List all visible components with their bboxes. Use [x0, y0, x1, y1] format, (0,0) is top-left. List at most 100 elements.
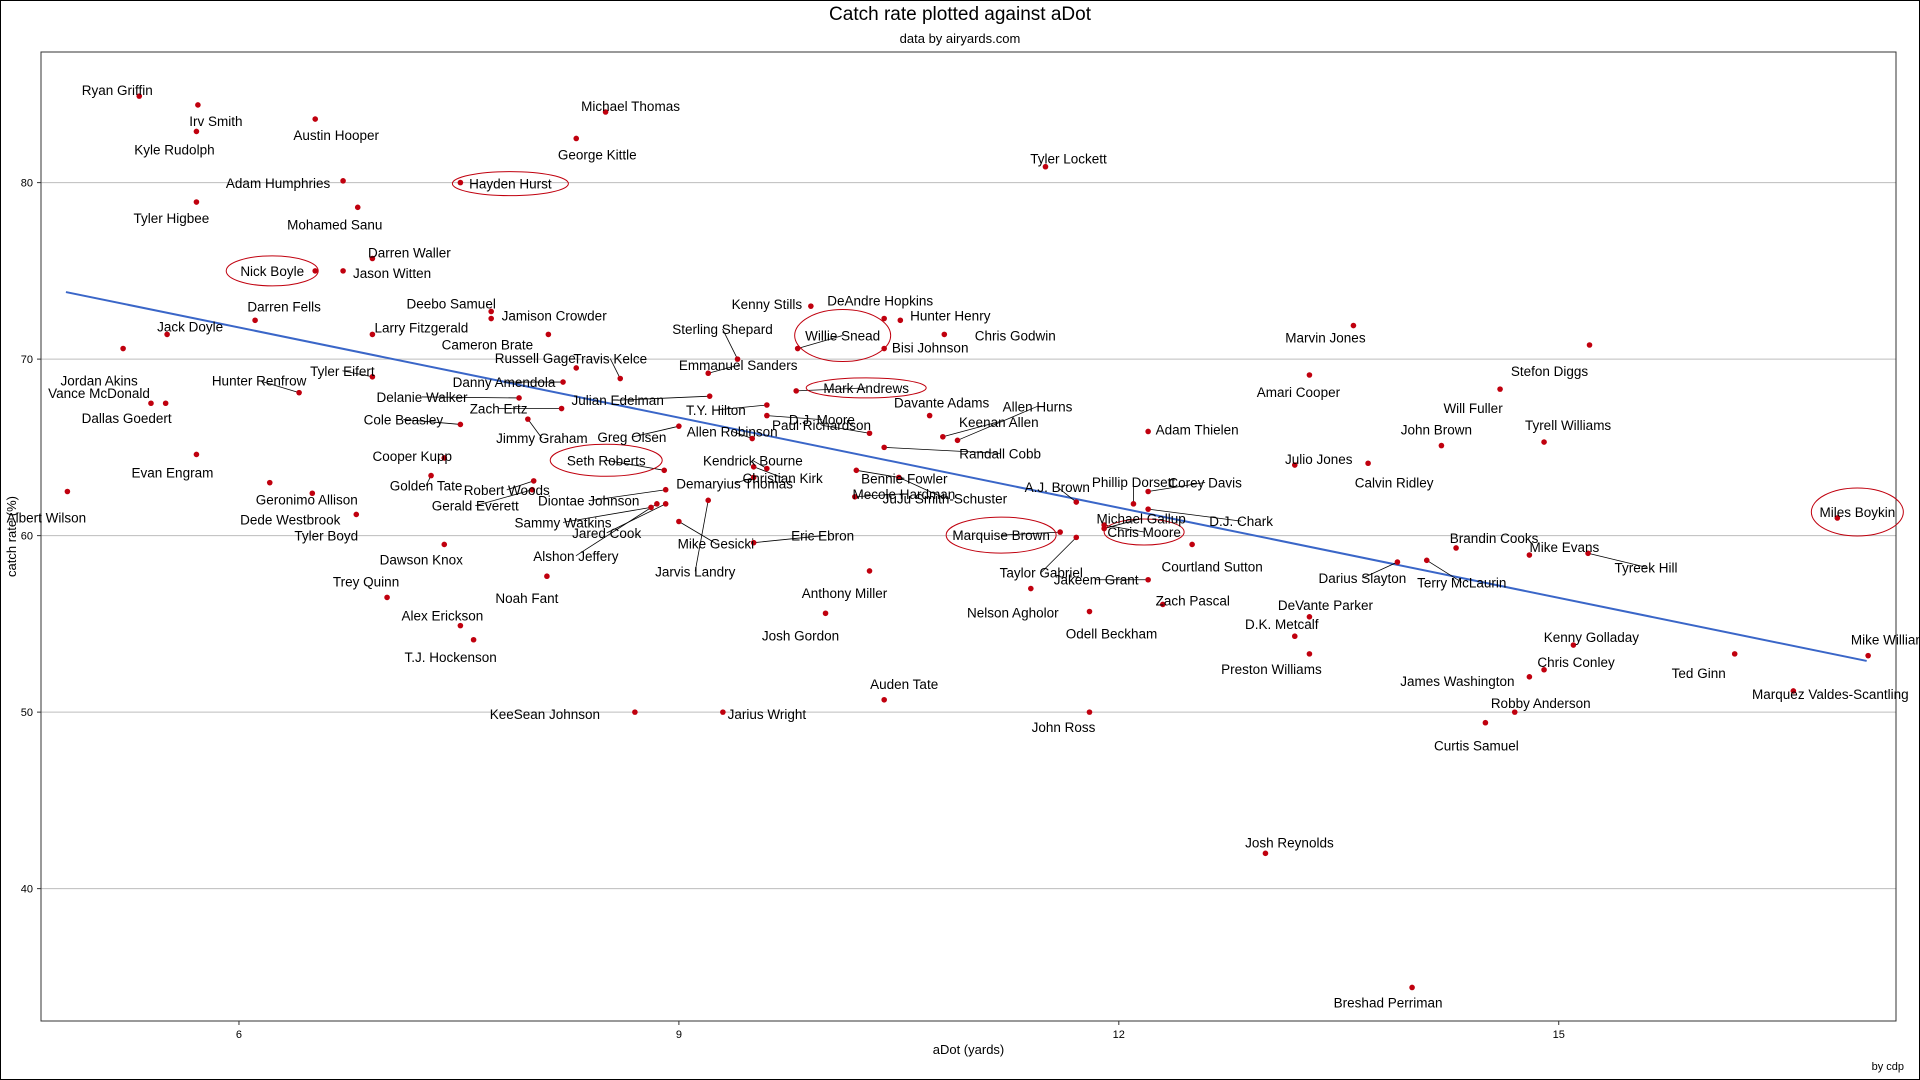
point-will-fuller: [1497, 386, 1503, 392]
label-trey-quinn: Trey Quinn: [333, 574, 399, 589]
point-marquise-brown: [1057, 529, 1063, 535]
label-mike-gesicki: Mike Gesicki: [678, 536, 755, 551]
label-alex-erickson: Alex Erickson: [402, 609, 484, 624]
point-kendrick-bourne: [764, 465, 770, 472]
label-taylor-gabriel: Taylor Gabriel: [1000, 565, 1083, 580]
point-labels: Ryan Griffin Irv Smith Kyle Rudolph Austin …: [7, 83, 1920, 1010]
label-demaryius-thomas: Demaryius Thomas: [676, 476, 793, 491]
point-alshon-jeffery: [654, 501, 660, 507]
point-anthony-miller: [866, 568, 873, 574]
point-noah-fant: [544, 573, 550, 580]
point-josh-gordon: [822, 610, 829, 617]
label-t-j-hockenson: T.J. Hockenson: [404, 650, 496, 665]
label-darius-slayton: Darius Slayton: [1319, 571, 1407, 586]
leader-paul-richardson: [821, 424, 870, 434]
label-calvin-ridley: Calvin Ridley: [1355, 475, 1434, 490]
label-james-washington: James Washington: [1400, 674, 1514, 689]
leader-demaryius-thomas: [734, 476, 754, 484]
label-devante-parker: DeVante Parker: [1278, 598, 1374, 613]
point-mecole-hardman: [852, 493, 858, 500]
point-john-ross: [1086, 709, 1093, 715]
point-hunter-renfrow: [296, 389, 302, 396]
ellipse-hayden-hurst: [451, 171, 569, 197]
ellipse-miles-boykin: [1810, 487, 1904, 537]
label-christian-kirk: Christian Kirk: [743, 471, 824, 486]
point-evan-engram: [193, 451, 200, 458]
point-michael-thomas: [602, 109, 609, 115]
label-hunter-renfrow: Hunter Renfrow: [212, 374, 307, 389]
point-devante-parker: [1306, 614, 1313, 620]
point-d-k-metcalf: [1291, 633, 1298, 640]
point-mark-andrews: [793, 388, 799, 394]
leader-d-j-moore: [766, 415, 822, 420]
label-kenny-golladay: Kenny Golladay: [1544, 630, 1640, 645]
point-jason-witten: [340, 268, 346, 274]
point-ryan-griffin: [136, 93, 143, 99]
label-diontae-johnson: Diontae Johnson: [538, 494, 639, 509]
highlight-ellipses: [225, 171, 1904, 554]
point-robert-woods: [530, 478, 537, 484]
label-mohamed-sanu: Mohamed Sanu: [287, 217, 382, 232]
label-cooper-kupp: Cooper Kupp: [372, 449, 452, 464]
label-d-j-moore: D.J. Moore: [789, 413, 855, 428]
label-dallas-goedert: Dallas Goedert: [82, 411, 172, 426]
point-alex-erickson: [457, 622, 464, 629]
point-eric-ebron: [750, 539, 757, 546]
label-mike-williams: Mike Williams: [1851, 633, 1920, 648]
point-larry-fitzgerald: [369, 331, 376, 338]
leader-delanie-walker: [422, 396, 520, 399]
label-allen-hurns: Allen Hurns: [1003, 399, 1073, 414]
leader-mike-gesicki: [678, 521, 717, 544]
point-russell-gage: [573, 365, 580, 371]
leader-allen-hurns: [957, 405, 1038, 441]
leader-taylor-gabriel: [1040, 537, 1077, 573]
label-julian-edelman: Julian Edelman: [572, 393, 664, 408]
point-davante-adams: [926, 412, 933, 419]
point-gerald-everett: [529, 486, 536, 493]
ellipse-marquise-brown: [945, 516, 1057, 554]
ellipse-nick-boyle: [225, 255, 319, 287]
label-brandin-cooks: Brandin Cooks: [1450, 531, 1539, 546]
label-leaders: [258, 328, 1647, 583]
leader-travis-kelce: [609, 358, 621, 379]
label-jamison-crowder: Jamison Crowder: [502, 309, 608, 324]
label-tyrell-williams: Tyrell Williams: [1525, 418, 1611, 433]
label-chris-moore: Chris Moore: [1107, 525, 1181, 540]
point-delanie-walker: [516, 395, 522, 401]
point-geronimo-allison: [266, 479, 273, 486]
label-mark-andrews: Mark Andrews: [823, 381, 909, 396]
label-zach-ertz: Zach Ertz: [470, 402, 528, 417]
label-chris-conley: Chris Conley: [1537, 655, 1615, 670]
label-corey-davis: Corey Davis: [1168, 475, 1242, 490]
label-davante-adams: Davante Adams: [894, 396, 990, 411]
point-albert-wilson: [64, 488, 71, 495]
label-bennie-fowler: Bennie Fowler: [861, 471, 948, 486]
label-jimmy-graham: Jimmy Graham: [496, 431, 588, 446]
point-curtis-samuel: [1482, 719, 1489, 726]
label-preston-williams: Preston Williams: [1221, 662, 1322, 677]
point-jakeem-grant: [1145, 576, 1151, 583]
trend-line: [65, 291, 1867, 662]
point-courtland-sutton: [1189, 541, 1195, 548]
point-d-j-chark: [1145, 506, 1151, 512]
leader-juju-smith-schuster: [898, 477, 946, 499]
label-robby-anderson: Robby Anderson: [1491, 696, 1591, 711]
label-marvin-jones: Marvin Jones: [1285, 331, 1366, 346]
label-sterling-shepard: Sterling Shepard: [672, 322, 773, 337]
point-danny-amendola: [560, 379, 566, 385]
label-keenan-allen: Keenan Allen: [959, 415, 1039, 430]
point-jamison-crowder: [488, 315, 494, 322]
ellipse-mark-andrews: [805, 377, 927, 399]
point-tyrell-williams: [1541, 439, 1547, 445]
point-christian-kirk: [750, 463, 757, 470]
point-taylor-gabriel: [1073, 534, 1080, 541]
label-tyreek-hill: Tyreek Hill: [1615, 560, 1678, 575]
label-delanie-walker: Delanie Walker: [377, 390, 469, 405]
label-vance-mcdonald: Vance McDonald: [48, 386, 150, 401]
point-austin-hooper: [312, 116, 319, 122]
label-stefon-diggs: Stefon Diggs: [1511, 364, 1589, 379]
leader-robert-woods: [506, 480, 534, 491]
y-tick-label: 70: [21, 354, 33, 366]
point-deandre-hopkins: [881, 315, 887, 322]
leader-jarvis-landry: [694, 500, 709, 572]
